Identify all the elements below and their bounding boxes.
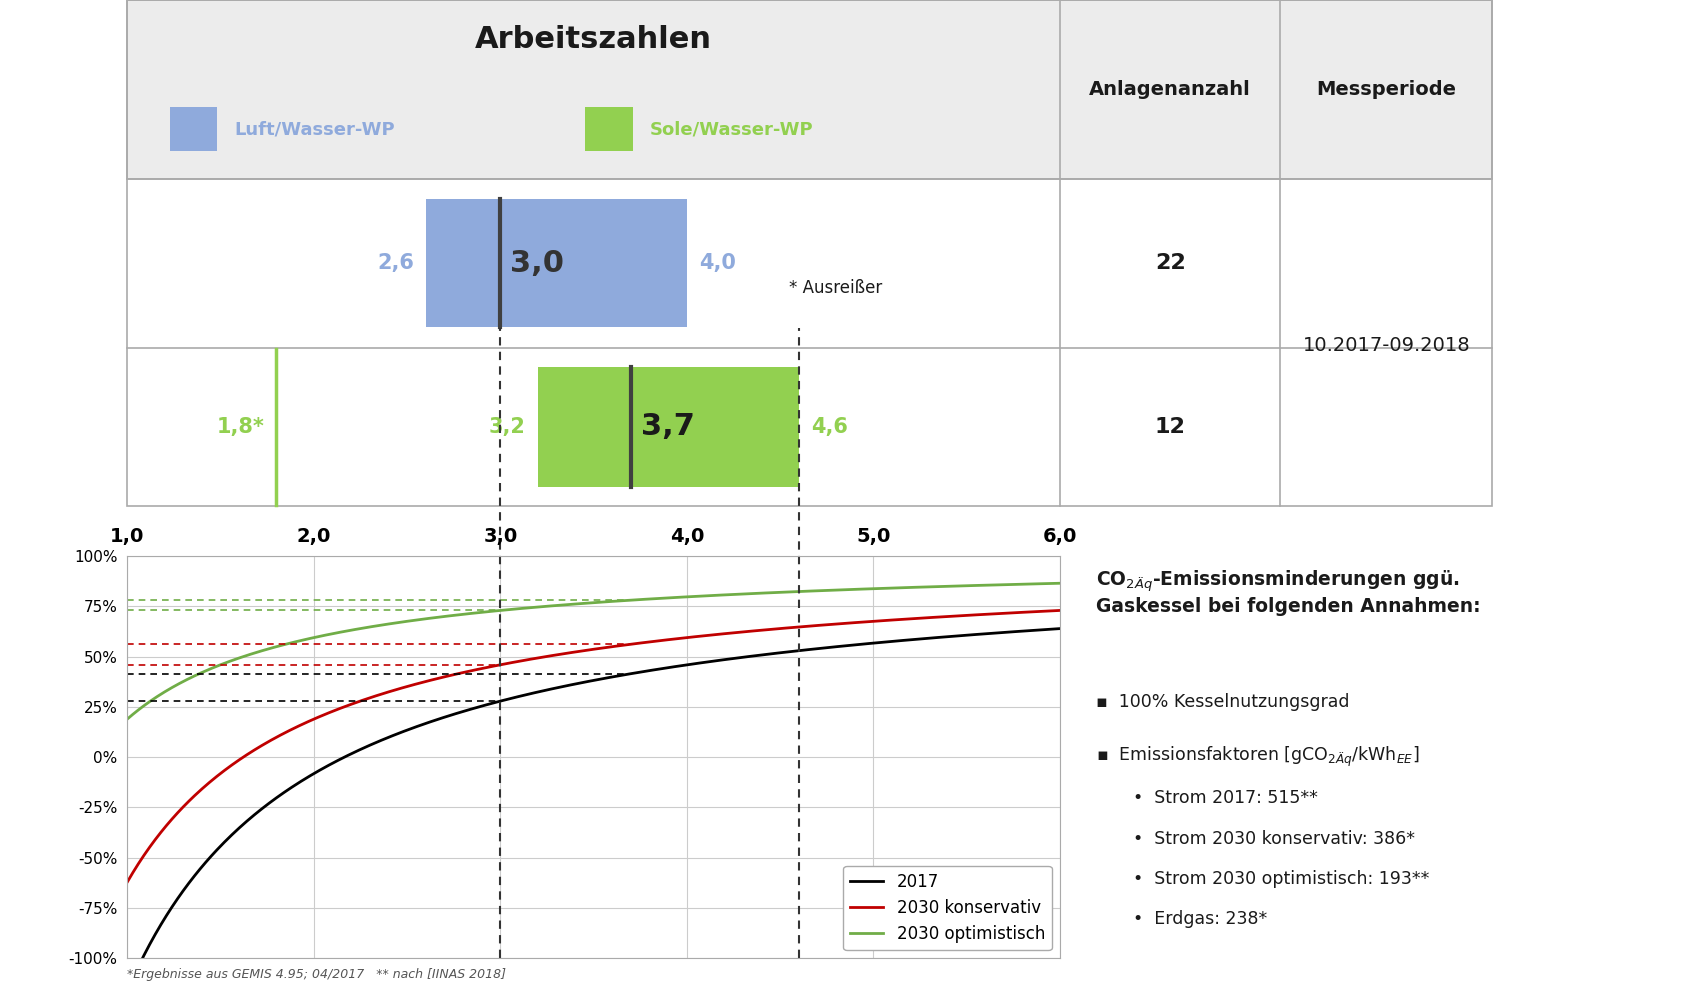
Text: •  Strom 2030 konservativ: 386*: • Strom 2030 konservativ: 386* — [1133, 829, 1414, 848]
2030 optimistisch — [622, 594, 643, 606]
2030 optimistisch — [1028, 578, 1048, 590]
2030 optimistisch — [566, 598, 587, 610]
2030 optimistisch — [672, 591, 692, 603]
2017 — [560, 679, 580, 691]
Bar — [170, 107, 217, 152]
2017 — [622, 667, 643, 679]
Text: 4,0: 4,0 — [699, 253, 736, 273]
Line: 2017: 2017 — [127, 629, 1060, 991]
Text: *Ergebnisse aus GEMIS 4.95; 04/2017   ** nach [IINAS 2018]: *Ergebnisse aus GEMIS 4.95; 04/2017 ** n… — [127, 968, 505, 981]
Text: •  Erdgas: 238*: • Erdgas: 238* — [1133, 910, 1267, 928]
2017 — [882, 636, 902, 647]
2030 konservativ — [622, 638, 643, 650]
Text: 3,7: 3,7 — [641, 412, 695, 442]
2017 — [117, 985, 137, 993]
2030 optimistisch — [560, 599, 580, 611]
Text: •  Strom 2030 optimistisch: 193**: • Strom 2030 optimistisch: 193** — [1133, 870, 1430, 888]
Text: 1,8*: 1,8* — [217, 417, 265, 437]
Bar — [426, 199, 687, 328]
Text: 4,6: 4,6 — [811, 417, 848, 437]
Bar — [127, 0, 1492, 179]
Text: ▪  Emissionsfaktoren [gCO$_{2Äq}$/kWh$_{EE}$]: ▪ Emissionsfaktoren [gCO$_{2Äq}$/kWh$_{E… — [1096, 745, 1420, 770]
2030 konservativ — [1028, 606, 1048, 618]
Text: 12: 12 — [1155, 417, 1186, 437]
Text: Sole/Wasser-WP: Sole/Wasser-WP — [650, 120, 812, 138]
Bar — [127, 0, 1492, 506]
Legend: 2017, 2030 konservativ, 2030 optimistisch: 2017, 2030 konservativ, 2030 optimistisc… — [843, 866, 1052, 950]
Text: Messperiode: Messperiode — [1316, 79, 1457, 99]
Bar — [538, 366, 799, 488]
Text: CO$_{2Äq}$-Emissionsminderungen ggü.
Gaskessel bei folgenden Annahmen:: CO$_{2Äq}$-Emissionsminderungen ggü. Gas… — [1096, 568, 1481, 616]
Text: Anlagenanzahl: Anlagenanzahl — [1089, 79, 1252, 99]
Text: 2,6: 2,6 — [377, 253, 414, 273]
Text: Arbeitszahlen: Arbeitszahlen — [475, 25, 712, 55]
Text: 3,0: 3,0 — [510, 248, 565, 278]
Text: Luft/Wasser-WP: Luft/Wasser-WP — [234, 120, 395, 138]
Line: 2030 optimistisch: 2030 optimistisch — [127, 583, 1060, 719]
Line: 2030 konservativ: 2030 konservativ — [127, 611, 1060, 882]
Text: 22: 22 — [1155, 253, 1186, 273]
2030 optimistisch — [882, 582, 902, 594]
Text: * Ausreißer: * Ausreißer — [790, 279, 882, 297]
2030 optimistisch — [117, 713, 137, 725]
2017 — [1028, 625, 1048, 637]
2030 optimistisch — [1050, 577, 1070, 589]
Text: 3,2: 3,2 — [488, 417, 526, 437]
Text: 10.2017-09.2018: 10.2017-09.2018 — [1303, 336, 1470, 355]
2030 konservativ — [560, 646, 580, 658]
2030 konservativ — [882, 614, 902, 626]
Bar — [585, 107, 633, 152]
2017 — [566, 678, 587, 690]
2030 konservativ — [672, 633, 692, 644]
2030 konservativ — [117, 876, 137, 888]
2017 — [672, 659, 692, 671]
2017 — [1050, 623, 1070, 635]
Text: •  Strom 2017: 515**: • Strom 2017: 515** — [1133, 789, 1318, 807]
2030 konservativ — [566, 645, 587, 657]
2030 konservativ — [1050, 605, 1070, 617]
Text: ▪  100% Kesselnutzungsgrad: ▪ 100% Kesselnutzungsgrad — [1096, 693, 1348, 711]
